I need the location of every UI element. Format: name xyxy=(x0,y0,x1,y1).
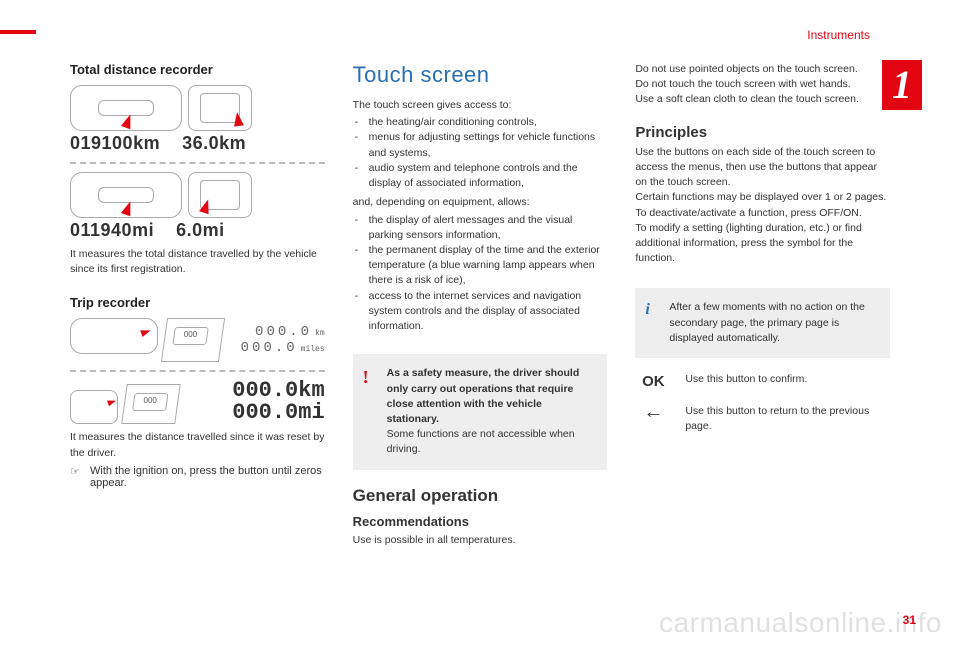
odometer-figure-km xyxy=(70,85,325,131)
cluster-icon xyxy=(70,318,158,354)
info-box: i After a few moments with no action on … xyxy=(635,288,890,358)
total-body: It measures the total distance travelled… xyxy=(70,247,325,277)
ok-button-text: Use this button to confirm. xyxy=(685,372,890,387)
reset-button-icon: 000 xyxy=(161,318,225,362)
back-button-text: Use this button to return to the previou… xyxy=(685,404,890,434)
ok-button-icon[interactable]: OK xyxy=(635,372,671,390)
cluster-icon xyxy=(70,85,182,131)
divider xyxy=(70,162,325,164)
trip-figure-1: 000 000.0km 000.0miles xyxy=(70,318,325,362)
display-icon xyxy=(188,172,252,218)
header-category: Instruments xyxy=(807,28,870,42)
ts-list-b: the display of alert messages and the vi… xyxy=(353,213,608,335)
segment-km: 000.0km xyxy=(228,324,325,340)
ts-list-a: the heating/air conditioning controls, m… xyxy=(353,115,608,191)
principles-line: Use the buttons on each side of the touc… xyxy=(635,145,890,191)
principles-line: To modify a setting (lighting duration, … xyxy=(635,221,890,267)
safety-warning-box: ! As a safety measure, the driver should… xyxy=(353,354,608,469)
principles-title: Principles xyxy=(635,124,890,141)
ts-mid: and, depending on equipment, allows: xyxy=(353,195,608,210)
list-item: menus for adjusting settings for vehicle… xyxy=(353,130,608,160)
display-icon xyxy=(70,390,118,424)
column-right: Do not use pointed objects on the touch … xyxy=(635,62,890,609)
segment-mi: 000.0miles xyxy=(228,340,325,356)
list-item: the heating/air conditioning controls, xyxy=(353,115,608,130)
warn-bold: As a safety measure, the driver should o… xyxy=(387,367,580,425)
principles-line: To deactivate/activate a function, press… xyxy=(635,206,890,221)
column-left: Total distance recorder 019100km 36.0km xyxy=(70,62,325,609)
trip-mi: 6.0mi xyxy=(176,220,225,241)
top-accent-bar xyxy=(0,30,36,34)
reading-mi-row: 011940mi 6.0mi xyxy=(70,220,325,241)
total-km: 019100km xyxy=(70,133,160,154)
column-middle: Touch screen The touch screen gives acce… xyxy=(353,62,608,609)
warning-icon: ! xyxy=(363,364,369,390)
pointer-icon: ☞ xyxy=(70,465,82,489)
general-operation-title: General operation xyxy=(353,486,608,506)
tip-line: Use a soft clean cloth to clean the touc… xyxy=(635,92,890,107)
big-mi: 000.0mi xyxy=(184,402,325,424)
reset-button-icon: 000 xyxy=(121,384,181,424)
divider xyxy=(70,370,325,372)
cluster-icon xyxy=(70,172,182,218)
total-mi: 011940mi xyxy=(70,220,154,241)
list-item: access to the internet services and navi… xyxy=(353,289,608,335)
odometer-figure-mi xyxy=(70,172,325,218)
ts-intro: The touch screen gives access to: xyxy=(353,98,608,113)
principles-line: Certain functions may be displayed over … xyxy=(635,190,890,205)
reading-km-row: 019100km 36.0km xyxy=(70,133,325,154)
list-item: the permanent display of the time and th… xyxy=(353,243,608,289)
page-content: Total distance recorder 019100km 36.0km xyxy=(70,62,890,609)
info-icon: i xyxy=(645,298,649,321)
total-distance-title: Total distance recorder xyxy=(70,62,325,77)
list-item: audio system and telephone controls and … xyxy=(353,161,608,191)
trip-km: 36.0km xyxy=(182,133,246,154)
back-button-row: ← Use this button to return to the previ… xyxy=(635,404,890,434)
big-km: 000.0km xyxy=(184,380,325,402)
tip-line: Do not touch the touch screen with wet h… xyxy=(635,77,890,92)
list-item: the display of alert messages and the vi… xyxy=(353,213,608,243)
trip-step-text: With the ignition on, press the button u… xyxy=(90,465,325,489)
trip-figure-2: 000 000.0km 000.0mi xyxy=(70,380,325,424)
trip-body: It measures the distance travelled since… xyxy=(70,430,325,460)
display-icon xyxy=(188,85,252,131)
trip-step: ☞ With the ignition on, press the button… xyxy=(70,465,325,489)
recommendations-title: Recommendations xyxy=(353,514,608,529)
watermark: carmanualsonline.info xyxy=(659,607,942,639)
ok-button-row: OK Use this button to confirm. xyxy=(635,372,890,390)
reco-body: Use is possible in all temperatures. xyxy=(353,533,608,548)
touch-screen-title: Touch screen xyxy=(353,62,608,88)
warn-rest: Some functions are not accessible when d… xyxy=(387,428,575,455)
blob-label: 000 xyxy=(143,396,156,405)
tip-line: Do not use pointed objects on the touch … xyxy=(635,62,890,77)
blob-label: 000 xyxy=(184,330,197,339)
back-arrow-icon[interactable]: ← xyxy=(635,404,671,419)
info-text: After a few moments with no action on th… xyxy=(669,301,865,343)
trip-title: Trip recorder xyxy=(70,295,325,310)
